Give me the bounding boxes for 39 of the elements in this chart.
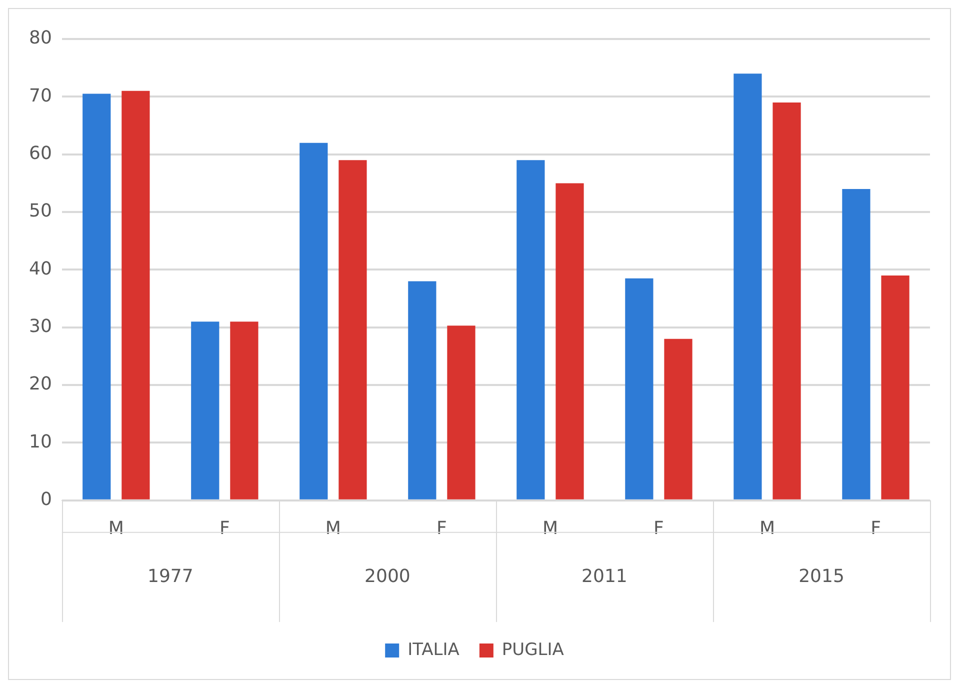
x-tick-label: M <box>759 518 775 539</box>
bar <box>122 90 150 500</box>
y-tick-label: 70 <box>29 85 52 106</box>
bar <box>191 322 220 500</box>
bar <box>842 188 870 500</box>
bar <box>625 278 654 500</box>
y-tick-label: 80 <box>29 28 52 49</box>
x-tick-label: F <box>870 518 881 539</box>
y-tick-label: 0 <box>40 489 52 510</box>
x-tick-label: M <box>108 518 124 539</box>
text: 2015 <box>798 566 844 588</box>
text: 2000 <box>364 566 410 588</box>
bar <box>881 275 910 500</box>
bar <box>772 102 801 500</box>
bar <box>230 322 258 500</box>
bar <box>516 160 545 500</box>
y-tick-label: 10 <box>29 431 52 452</box>
legend-label: ITALIA <box>408 640 460 660</box>
bar <box>338 160 367 500</box>
text: 1977 <box>148 566 194 588</box>
x-tick-label: M <box>325 518 341 539</box>
text: 2011 <box>582 566 628 588</box>
y-tick-label: 20 <box>29 374 52 395</box>
bar <box>556 183 584 500</box>
bar <box>734 74 762 500</box>
x-tick-label: F <box>436 518 447 539</box>
bar <box>82 94 111 500</box>
y-tick-label: 40 <box>29 258 52 280</box>
x-tick-label: M <box>542 518 558 539</box>
bar <box>447 326 476 500</box>
bar <box>300 142 328 500</box>
bar <box>408 281 436 500</box>
x-tick-label: F <box>219 518 230 539</box>
y-tick-label: 30 <box>29 316 52 338</box>
bar <box>664 338 692 500</box>
y-tick-label: 60 <box>29 143 52 164</box>
legend-label: PUGLIA <box>502 640 564 660</box>
x-tick-label: F <box>654 518 664 539</box>
y-tick-label: 50 <box>29 200 52 222</box>
